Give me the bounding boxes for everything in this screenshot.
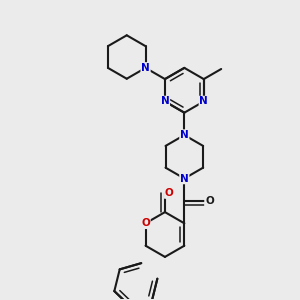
Text: N: N [200, 97, 208, 106]
Text: N: N [180, 130, 189, 140]
Text: N: N [141, 63, 150, 73]
Text: O: O [141, 218, 150, 228]
Text: O: O [205, 196, 214, 206]
Text: O: O [165, 188, 173, 198]
Text: N: N [160, 97, 169, 106]
Text: N: N [180, 173, 189, 184]
